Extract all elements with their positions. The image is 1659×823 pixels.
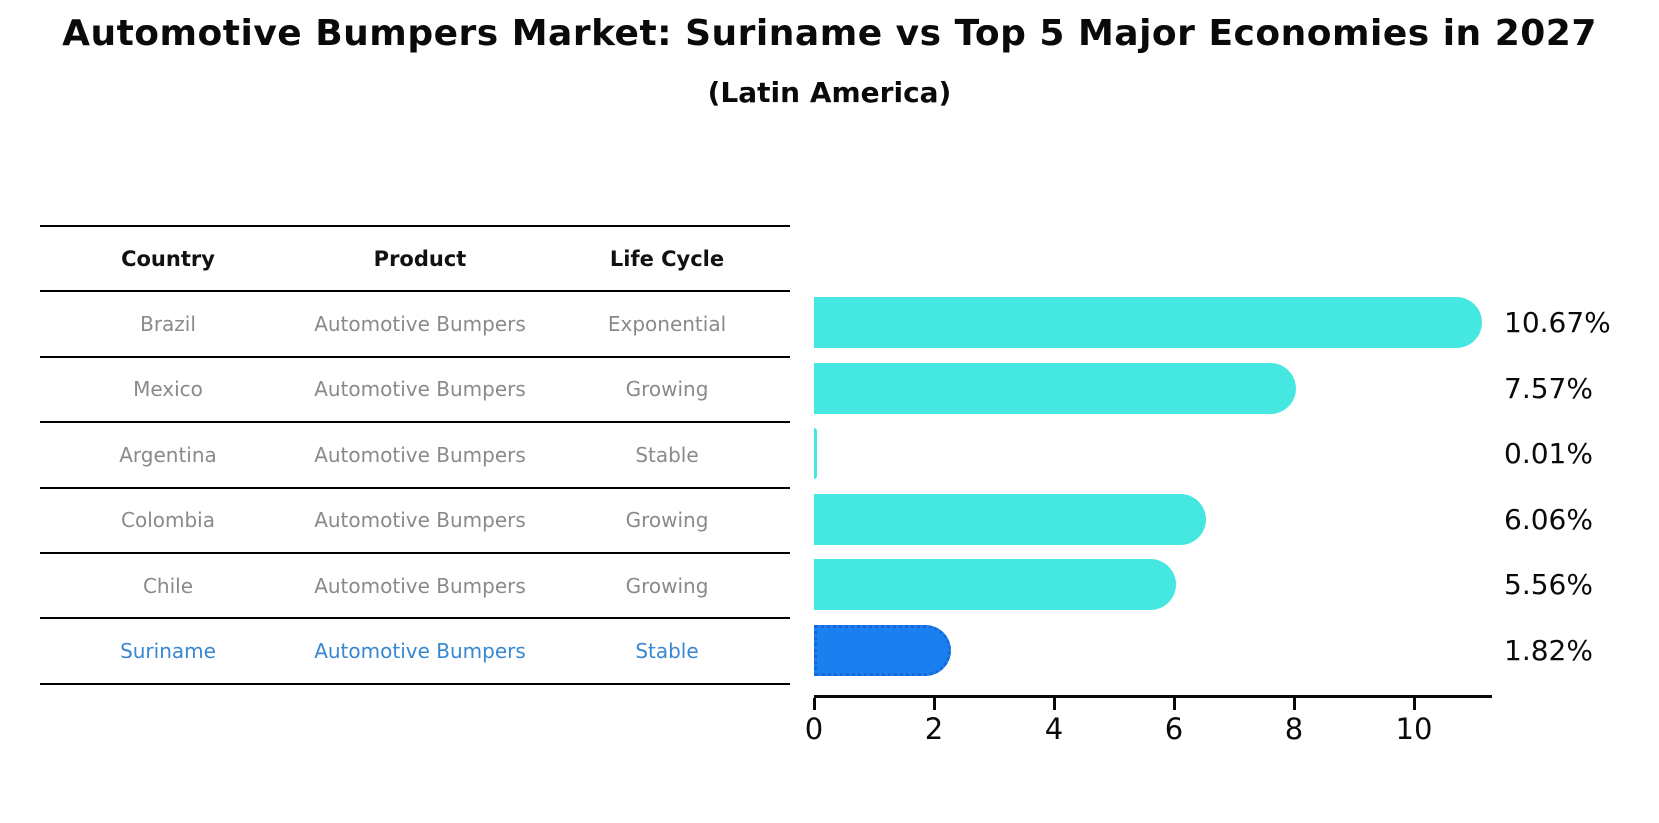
life-cycle-cell: Growing [625,508,709,533]
x-axis-tick [933,698,936,710]
x-axis-tick [1173,698,1176,710]
product-cell: Automotive Bumpers [314,508,526,533]
country-cell: Suriname [120,639,216,664]
table-row: Chile Automotive Bumpers Growing [40,554,790,620]
bar-colombia [814,493,1206,545]
life-cycle-cell: Growing [625,377,709,402]
bar-argentina [814,428,817,479]
product-cell: Automotive Bumpers [314,377,526,402]
product-cell: Automotive Bumpers [314,639,526,664]
bar-chart: 10.67% 7.57% 0.01% 6.06% 5.56% 1.82% 0 [805,290,1611,760]
bar-mexico [814,362,1296,414]
life-cycle-cell: Stable [635,442,699,467]
page-subtitle: (Latin America) [707,76,952,109]
country-cell: Argentina [119,442,217,467]
x-axis-tick-label: 0 [804,712,824,746]
country-table: Country Product Life Cycle Brazil Automo… [40,225,790,685]
country-cell: Brazil [140,312,196,337]
life-cycle-cell: Stable [635,639,699,664]
product-cell: Automotive Bumpers [314,312,526,337]
x-axis-tick [1293,698,1296,710]
x-axis-tick-label: 10 [1395,712,1433,746]
column-header-life-cycle: Life Cycle [609,246,725,271]
bar-brazil [814,297,1482,348]
table-row: Colombia Automotive Bumpers Growing [40,489,790,554]
x-axis-tick-label: 6 [1164,712,1184,746]
country-cell: Colombia [121,508,215,533]
page-title: Automotive Bumpers Market: Suriname vs T… [62,13,1597,54]
x-axis-tick [813,698,816,710]
x-axis-tick [1413,698,1416,710]
bar-suriname-highlighted [814,624,951,676]
x-axis-tick-label: 2 [924,712,944,746]
value-label: 10.67% [1504,306,1611,340]
table-row: Brazil Automotive Bumpers Exponential [40,292,790,358]
table-header-row: Country Product Life Cycle [40,227,790,293]
value-label: 7.57% [1504,371,1593,405]
bar-row: 6.06% [814,487,1593,553]
country-cell: Chile [142,573,194,598]
bar-chile [814,559,1176,610]
column-header-product: Product [373,246,467,271]
table-row-highlighted: Suriname Automotive Bumpers Stable [40,619,790,685]
column-header-country: Country [121,246,215,271]
value-label: 5.56% [1504,568,1593,602]
product-cell: Automotive Bumpers [314,573,526,598]
bar-row: 7.57% [814,356,1593,422]
country-cell: Mexico [133,377,203,402]
product-cell: Automotive Bumpers [314,442,526,467]
bar-row: 5.56% [814,552,1593,618]
bar-row: 1.82% [814,618,1593,684]
table-row: Argentina Automotive Bumpers Stable [40,423,790,489]
bar-row: 0.01% [814,421,1593,487]
life-cycle-cell: Exponential [607,312,727,337]
value-label: 0.01% [1504,437,1593,471]
x-axis-line [814,695,1492,698]
x-axis-tick-label: 8 [1284,712,1304,746]
bar-row: 10.67% [814,290,1611,356]
x-axis-tick-label: 4 [1044,712,1064,746]
x-axis-tick [1053,698,1056,710]
value-label: 1.82% [1504,633,1593,667]
value-label: 6.06% [1504,502,1593,536]
life-cycle-cell: Growing [625,573,709,598]
table-row: Mexico Automotive Bumpers Growing [40,358,790,424]
